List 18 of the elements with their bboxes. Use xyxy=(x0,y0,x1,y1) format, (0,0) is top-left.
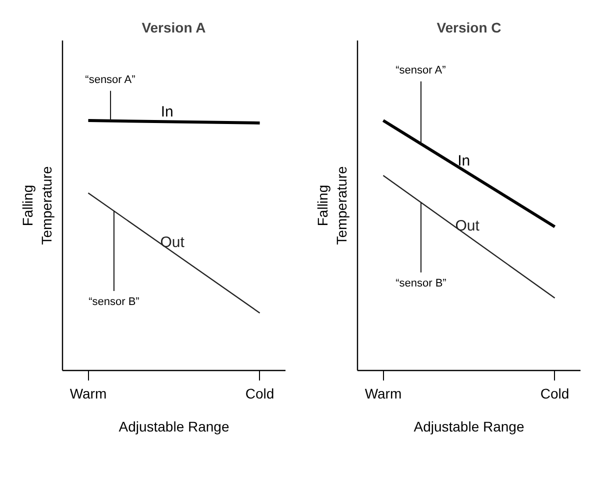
x-tick-label: Cold xyxy=(245,386,274,402)
series-label: Out xyxy=(455,218,480,235)
chart-title: Version A xyxy=(142,20,206,36)
x-axis-title: Adjustable Range xyxy=(118,418,230,434)
text: “sensor A” xyxy=(85,74,136,86)
series-label: In xyxy=(458,152,470,170)
x-axis-title: Adjustable Range xyxy=(414,418,524,434)
x-tick-label: Cold xyxy=(540,386,570,402)
x-tick-label: Warm xyxy=(364,386,402,402)
x-tick-label: Warm xyxy=(70,386,107,402)
series-label: Out xyxy=(160,234,186,251)
annotation: “sensor B” xyxy=(396,277,447,290)
y-axis-title: Falling Temperature xyxy=(19,166,54,245)
chart-title: Version C xyxy=(436,20,502,36)
y-axis-title: Falling Temperature xyxy=(314,166,350,245)
series-label: In xyxy=(160,104,174,121)
text: “sensor A” xyxy=(396,64,446,76)
annotation: “sensor B” xyxy=(88,296,140,308)
